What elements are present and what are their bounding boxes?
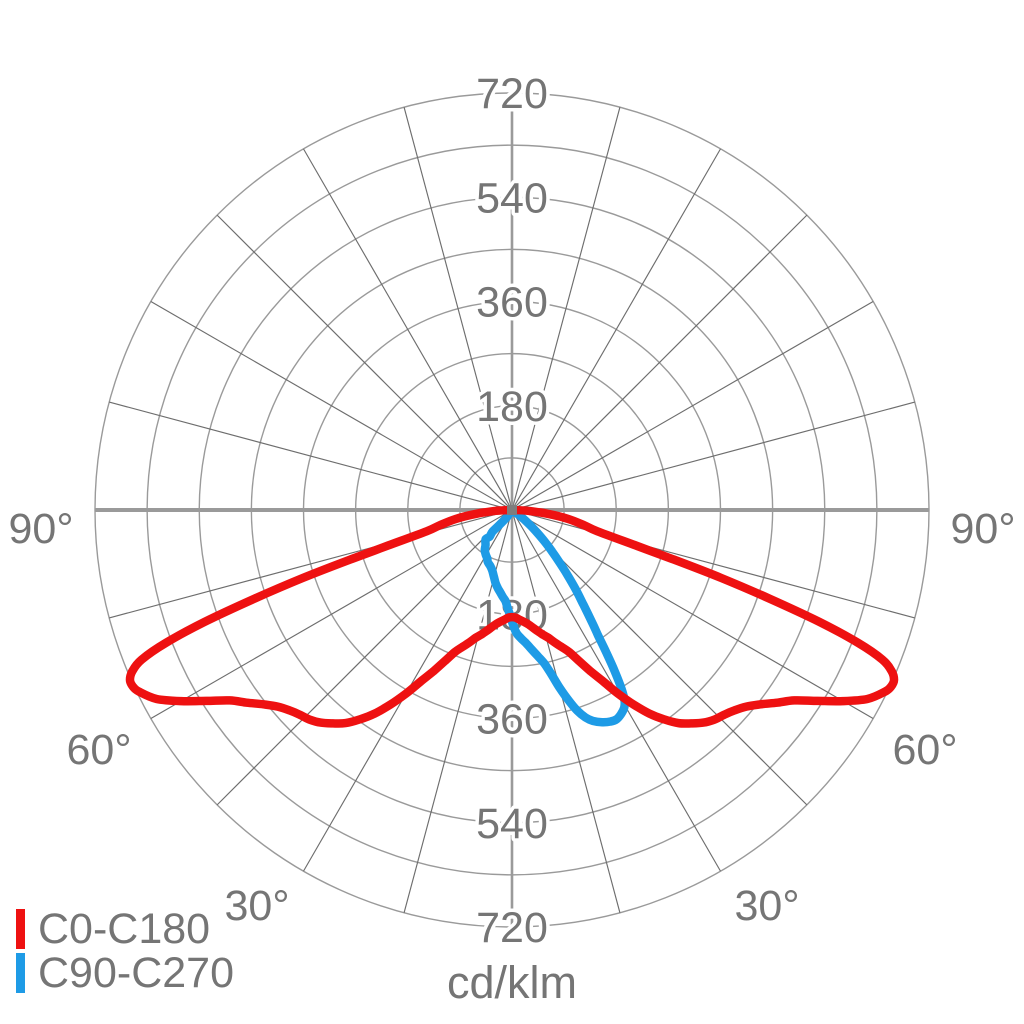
legend-label-c0-c180: C0-C180 bbox=[38, 904, 211, 953]
angle-label: 90° bbox=[950, 505, 1015, 553]
angle-label: 60° bbox=[892, 726, 957, 774]
legend-item-c0-c180: C0-C180 bbox=[16, 904, 234, 953]
radial-tick-label: 540 bbox=[476, 174, 548, 222]
grid-radial-line bbox=[511, 214, 808, 511]
grid-radial-line bbox=[511, 509, 874, 719]
radial-tick-label: 540 bbox=[476, 800, 548, 848]
grid-radial-line bbox=[511, 401, 915, 511]
grid-radial-line bbox=[216, 214, 513, 511]
legend-item-c90-c270: C90-C270 bbox=[16, 948, 234, 997]
radial-tick-label: 720 bbox=[476, 904, 548, 952]
grid-radial-line bbox=[150, 509, 513, 719]
legend-swatch-blue bbox=[16, 953, 25, 993]
radial-tick-label: 360 bbox=[476, 696, 548, 744]
radial-tick-label: 360 bbox=[476, 279, 548, 327]
grid-radial-line bbox=[150, 301, 513, 511]
angle-label: 30° bbox=[734, 882, 799, 930]
grid-radial-line bbox=[109, 401, 513, 511]
angle-label: 60° bbox=[66, 726, 131, 774]
grid-radial-line bbox=[403, 107, 513, 511]
angle-label: 30° bbox=[224, 882, 289, 930]
center-marker bbox=[507, 505, 517, 515]
legend-swatch-red bbox=[16, 909, 25, 949]
unit-label: cd/klm bbox=[446, 957, 577, 1008]
radial-tick-label: 720 bbox=[476, 70, 548, 118]
grid-radial-line bbox=[109, 509, 513, 619]
grid-radial-line bbox=[511, 509, 621, 913]
grid-radial-line bbox=[511, 301, 874, 511]
legend: C0-C180 C90-C270 bbox=[16, 904, 234, 997]
grid-radial-line bbox=[511, 148, 721, 511]
curve-c90-c270 bbox=[480, 505, 630, 727]
curve-c0-c180 bbox=[125, 505, 899, 728]
grid-radial-line bbox=[216, 509, 513, 806]
angle-label: 90° bbox=[8, 505, 73, 553]
radial-tick-label: 180 bbox=[476, 383, 548, 431]
grid-radial-line bbox=[511, 107, 621, 511]
grid-radial-line bbox=[303, 148, 513, 511]
grid-radial-line bbox=[511, 509, 915, 619]
legend-label-c90-c270: C90-C270 bbox=[38, 948, 234, 997]
